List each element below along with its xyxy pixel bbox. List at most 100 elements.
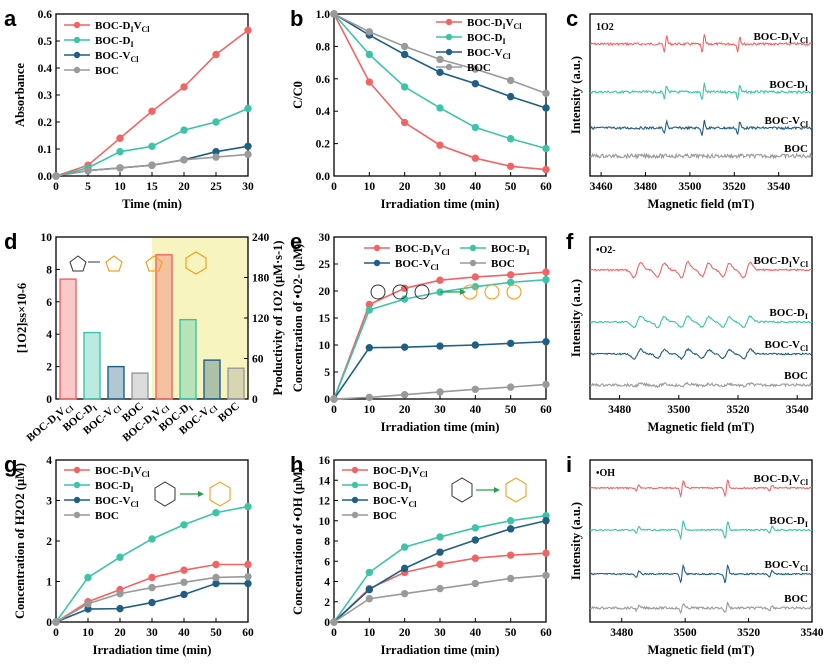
spectrum-trace-4 (589, 381, 813, 389)
x-tick-label: 3500 (678, 181, 701, 193)
data-point (436, 533, 444, 541)
data-point (471, 554, 480, 562)
x-tick-label: 3480 (610, 627, 633, 639)
category-label: BOC (216, 400, 242, 425)
y-tick-label: 5 (324, 367, 330, 379)
spectrum-trace-2 (589, 519, 813, 541)
legend-marker (73, 511, 81, 519)
data-point (436, 141, 444, 149)
data-point (212, 560, 220, 569)
data-point (506, 574, 515, 583)
panel-g: 0 10 20 30 40 50 60 0 1 2 3 4 Irradiation time (min)… (4, 452, 254, 657)
panel-letter: d (4, 229, 17, 254)
data-point (542, 268, 550, 276)
data-point (506, 76, 515, 85)
x-tick-label: 60 (540, 627, 552, 639)
legend-marker (73, 466, 81, 474)
data-point (506, 271, 515, 279)
plot-frame (333, 13, 547, 177)
data-point (506, 92, 515, 101)
x-tick-label: 3480 (634, 181, 657, 193)
data-point (244, 572, 252, 581)
trace-label: BOC (784, 370, 808, 382)
data-point (212, 50, 220, 59)
legend-marker (351, 496, 359, 504)
legend-marker (73, 66, 81, 74)
legend-label: BOC-VCl (467, 47, 511, 61)
data-point (180, 83, 188, 91)
data-point (471, 65, 480, 73)
y-axis-label: Concentration of •OH (μM) (291, 467, 305, 615)
x-tick-label: 20 (399, 181, 411, 193)
data-point (471, 385, 480, 393)
y-tick-label: 0.2 (316, 139, 331, 151)
data-point (365, 28, 374, 36)
legend-marker (73, 21, 81, 29)
data-point (400, 390, 409, 399)
panel-letter: h (290, 452, 303, 477)
plot-frame (589, 13, 813, 177)
data-point (116, 604, 124, 613)
y-tick-label: 2 (324, 597, 330, 609)
panel-letter: i (566, 452, 572, 477)
panel-e: 0 10 20 30 40 50 60 0 5 10 15 20 25 30 Irradiation tim… (290, 229, 552, 434)
data-point (506, 551, 515, 559)
data-point (148, 583, 156, 592)
data-point (148, 535, 156, 543)
y-tick-label: 15 (319, 313, 331, 325)
data-point (212, 118, 220, 126)
y-axis-label: Intensity (a.u.) (569, 502, 583, 580)
y-tick-label: 0.3 (38, 90, 53, 102)
panel-h: 0 10 20 30 40 50 60 0 2 4 6 8 10 12 14 16 Irradiation ti… (290, 452, 552, 657)
x-axis-label: Irradiation time (min) (381, 643, 500, 657)
y-tick-label: 0.8 (316, 41, 331, 53)
legend-marker (73, 36, 81, 44)
data-point (542, 571, 550, 580)
data-point (365, 306, 374, 314)
x-tick-label: 0 (53, 181, 59, 193)
data-point (400, 589, 409, 598)
trace-label: BOC-DIVCl (753, 31, 808, 45)
legend-label: BOC (491, 258, 515, 270)
data-point (436, 276, 444, 284)
y2-tick-label: 180 (252, 273, 270, 285)
x-tick-label: 60 (540, 404, 552, 416)
plot-frame (589, 459, 813, 623)
x-tick-label: 5 (85, 181, 91, 193)
legend-marker (469, 244, 477, 252)
spectrum-trace-4 (589, 601, 813, 615)
data-point (180, 126, 188, 134)
x-tick-label: 30 (146, 627, 158, 639)
data-point (400, 564, 409, 573)
data-point (542, 144, 550, 153)
legend-label: BOC-DIVCl (467, 17, 522, 31)
panel-f: 3480 3500 3520 3540 Magnetic field (mT) Inten… (566, 229, 813, 434)
y-tick-label: 6 (46, 297, 52, 309)
spectrum-trace-1 (589, 479, 813, 498)
data-point (365, 78, 374, 86)
x-tick-label: 30 (434, 627, 446, 639)
legend-marker (445, 18, 453, 26)
reaction-scheme-e (370, 284, 522, 300)
panel-letter: g (4, 452, 17, 477)
y-tick-label: 14 (319, 475, 331, 487)
data-point (542, 517, 550, 525)
data-point (52, 618, 60, 626)
spectrum-trace-4 (589, 152, 813, 160)
x-tick-label: 15 (146, 181, 158, 193)
data-point (436, 548, 444, 556)
spectrum-trace-3 (589, 347, 813, 361)
y2-axis-label: Productivity of 1O2 (μM·s-1) (271, 240, 285, 395)
panel-letter: f (566, 229, 574, 254)
data-point (365, 568, 374, 577)
x-tick-label: 3520 (727, 404, 750, 416)
x-tick-label: 10 (82, 627, 94, 639)
data-point (148, 142, 156, 151)
data-point (180, 590, 188, 599)
x-tick-label: 30 (434, 181, 446, 193)
data-point (506, 162, 515, 170)
data-point (244, 560, 252, 569)
data-point (180, 156, 188, 164)
x-tick-label: 3520 (723, 181, 746, 193)
